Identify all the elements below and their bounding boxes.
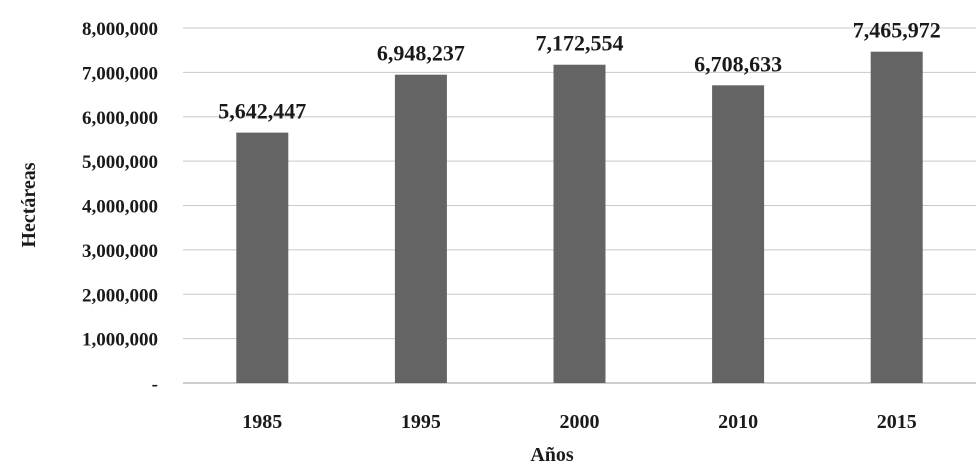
data-label-2000: 7,172,554 — [536, 31, 624, 56]
x-tick-label: 2010 — [718, 411, 758, 433]
y-tick-label: 1,000,000 — [82, 330, 158, 351]
bars — [236, 51, 923, 384]
y-tick-label: 7,000,000 — [82, 63, 158, 84]
bar-2015 — [870, 51, 923, 384]
y-tick-label: 2,000,000 — [82, 285, 158, 306]
bar-1985 — [236, 132, 289, 383]
data-label-1985: 5,642,447 — [218, 99, 306, 124]
data-label-1995: 6,948,237 — [377, 41, 465, 66]
y-tick-label: 4,000,000 — [82, 197, 158, 218]
y-tick-label: 6,000,000 — [82, 108, 158, 129]
y-axis-title: Hectáreas — [18, 162, 40, 247]
y-tick-label: 5,000,000 — [82, 152, 158, 173]
y-tick-label: 8,000,000 — [82, 19, 158, 40]
x-tick-label: 2015 — [877, 411, 917, 433]
data-labels: 5,642,447 6,948,237 7,172,554 6,708,633 7,46… — [218, 18, 940, 124]
x-tick-label: 1995 — [401, 411, 441, 433]
x-axis-title: Años — [530, 444, 574, 465]
data-label-2010: 6,708,633 — [694, 51, 782, 76]
bar-1995 — [394, 74, 447, 383]
x-tick-label: 1985 — [242, 411, 282, 433]
y-tick-label: - — [152, 374, 158, 395]
bar-2010 — [712, 85, 765, 383]
bar-2000 — [553, 64, 606, 383]
data-label-2015: 7,465,972 — [853, 18, 941, 43]
y-tick-labels: - 1,000,000 2,000,000 3,000,000 4,000,000 5,0… — [82, 19, 158, 395]
y-tick-label: 3,000,000 — [82, 241, 158, 262]
x-tick-labels: 1985 1995 2000 2010 2015 — [242, 411, 916, 433]
x-tick-label: 2000 — [560, 411, 600, 433]
